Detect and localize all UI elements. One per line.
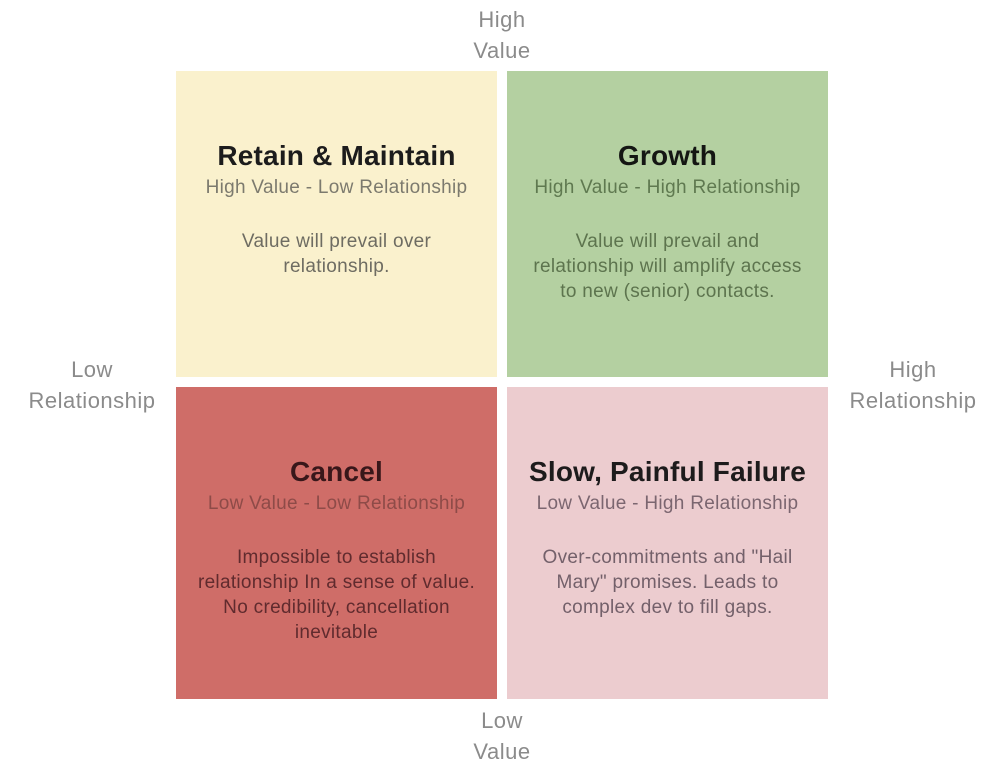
axis-label-low-value: Low Value <box>473 708 531 764</box>
quadrant-description: Over-commitments and "Hail Mary" promise… <box>542 547 793 618</box>
axis-label-high-relationship: High Relationship <box>849 357 977 413</box>
quadrant-title: Cancel <box>289 456 384 487</box>
quadrant-growth: Growth High Value - High Relationship Va… <box>507 71 828 377</box>
axis-label-low-relationship: Low Relationship <box>28 357 156 413</box>
quadrant-title: Growth <box>617 140 718 171</box>
quadrant-subtitle: Low Value - High Relationship <box>536 493 799 514</box>
quadrant-subtitle: Low Value - Low Relationship <box>207 493 466 514</box>
quadrant-title: Slow, Painful Failure <box>529 456 806 487</box>
quadrant-description: Value will prevail and relationship will… <box>533 231 802 302</box>
quadrant-title: Retain & Maintain <box>217 140 456 171</box>
quadrant-description: Impossible to establish relationship In … <box>197 547 476 643</box>
axis-label-high-value: High Value <box>473 7 531 63</box>
quadrant-cancel: Cancel Low Value - Low Relationship Impo… <box>176 387 497 699</box>
quadrant-subtitle: High Value - Low Relationship <box>205 177 468 198</box>
quadrant-slow-painful-failure: Slow, Painful Failure Low Value - High R… <box>507 387 828 699</box>
quadrant-retain-maintain: Retain & Maintain High Value - Low Relat… <box>176 71 497 377</box>
quadrant-description: Value will prevail over relationship. <box>241 231 432 277</box>
quadrant-subtitle: High Value - High Relationship <box>534 177 801 198</box>
